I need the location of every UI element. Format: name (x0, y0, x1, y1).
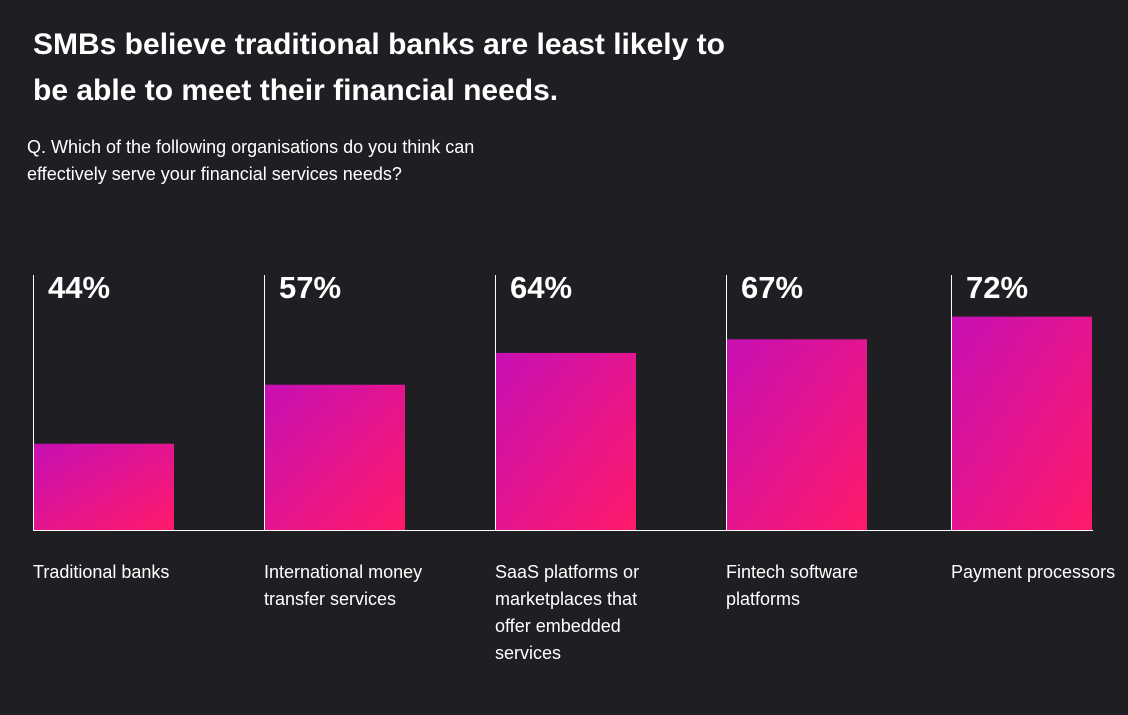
x-tick-label: Traditional banks (33, 562, 170, 582)
value-label: 57% (279, 270, 342, 305)
bar (951, 316, 1092, 530)
bar (495, 352, 636, 530)
x-tick-label: Payment processors (951, 562, 1116, 582)
chart-subtitle: Q. Which of the following organisations … (27, 137, 475, 184)
x-tick-label: International money transfer services (264, 562, 423, 609)
bar (726, 339, 867, 530)
chart-title: SMBs believe traditional banks are least… (33, 28, 725, 107)
value-label: 67% (741, 270, 804, 305)
bar (264, 384, 405, 530)
value-label: 64% (510, 270, 573, 305)
x-tick-label: Fintech software platforms (726, 562, 859, 609)
value-label: 44% (48, 270, 111, 305)
value-label: 72% (966, 270, 1029, 305)
x-tick-label: SaaS platforms or marketplaces that offe… (495, 562, 640, 663)
bar (33, 443, 174, 530)
